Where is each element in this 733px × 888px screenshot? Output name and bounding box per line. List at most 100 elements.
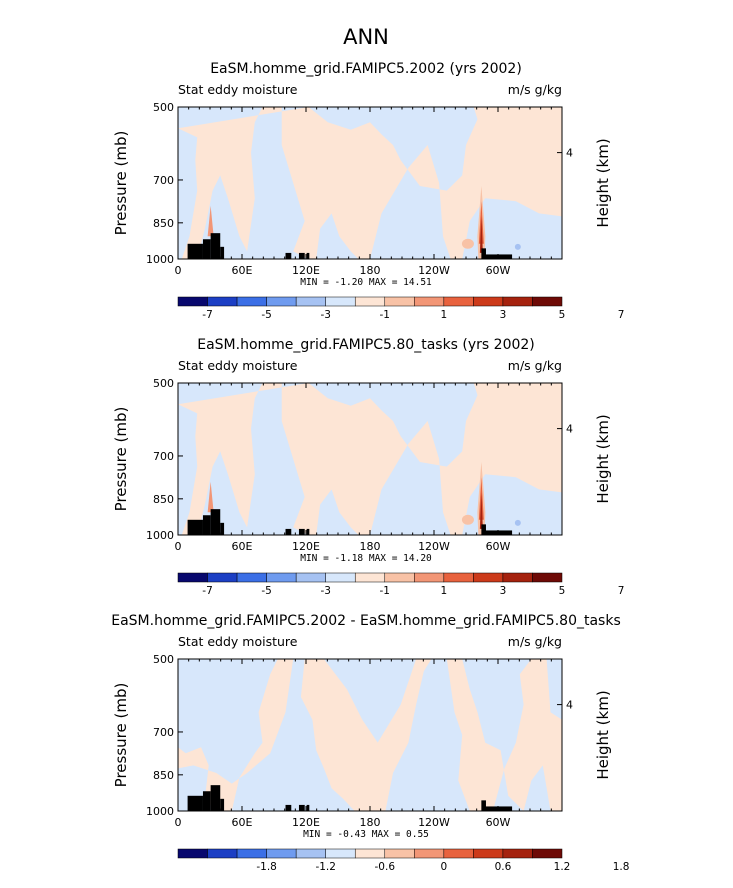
colorbar-swatch (443, 572, 474, 583)
y-tick-label: 1000 (146, 529, 174, 542)
colorbar-label: -7 (202, 585, 212, 597)
positive-region (178, 659, 562, 811)
x-tick-label: 180 (360, 816, 381, 829)
x-axis: 0 60E 120E 180 120W 60W (175, 107, 552, 277)
chart-panel-3: EaSM.homme_grid.FAMIPC5.2002 - EaSM.homm… (111, 613, 629, 873)
colorbar-swatch (325, 848, 356, 859)
colorbar-swatch (325, 572, 356, 583)
field-label: Stat eddy moisture (178, 358, 298, 373)
y2-axis: 4 Height (km) (557, 690, 612, 780)
topography-mask (485, 254, 513, 259)
topography-mask (485, 806, 513, 811)
colorbar-swatch (295, 848, 326, 859)
x-tick-label: 120E (292, 816, 320, 829)
topography-mask (187, 795, 203, 811)
min-max-stats: MIN = -1.20 MAX = 14.51 (300, 277, 432, 288)
colorbar-swatch (473, 572, 504, 583)
colorbar-label: -3 (320, 585, 330, 597)
colorbar-label: 3 (500, 309, 507, 321)
topography-mask (285, 804, 292, 811)
y-axis-label: Pressure (mb) (112, 683, 130, 788)
colorbar-label: 0.6 (495, 861, 512, 873)
y2-tick-label: 4 (566, 423, 573, 436)
colorbar-swatch (532, 848, 563, 859)
y2-tick-label: 4 (566, 699, 573, 712)
topography-mask (298, 528, 305, 535)
x-tick-label: 60W (486, 540, 511, 553)
colorbar-swatch (354, 572, 386, 583)
topography-mask (285, 252, 292, 259)
colorbar-label: 7 (618, 309, 625, 321)
x-tick-label: 120E (292, 264, 320, 277)
min-max-stats: MIN = -1.18 MAX = 14.20 (300, 553, 432, 564)
y-tick-label: 500 (153, 101, 174, 114)
colorbar-swatch (414, 572, 445, 583)
topography-mask (306, 528, 310, 535)
colorbar-label: 1.2 (554, 861, 571, 873)
y-axis: 500 700 850 1000 Pressure (mb) (112, 101, 183, 266)
x-tick-label: 180 (360, 264, 381, 277)
x-tick-label: 60E (232, 816, 253, 829)
y-tick-label: 1000 (146, 253, 174, 266)
colorbar-label: -3 (320, 309, 330, 321)
colorbar: -1.8 -1.2 -0.6 0 0.6 1.2 1.8 (177, 848, 629, 873)
colorbar-swatch (266, 572, 297, 583)
colorbar-swatch (266, 296, 297, 307)
topography-mask (220, 798, 225, 811)
jet-contour-core (479, 216, 483, 253)
x-tick-label: 60E (232, 264, 253, 277)
topography-mask (485, 530, 513, 535)
colorbar-swatch (236, 848, 267, 859)
colorbar: -7 -5 -3 -1 1 3 5 7 (177, 296, 625, 321)
x-tick-label: 0 (175, 816, 182, 829)
colorbar-swatch (177, 572, 208, 583)
plateau-contour (207, 481, 214, 513)
colorbar: -7 -5 -3 -1 1 3 5 7 (177, 572, 624, 597)
y-axis: 500 700 850 1000 Pressure (mb) (112, 653, 183, 818)
y-tick-label: 850 (153, 493, 174, 506)
colorbar-swatch (207, 572, 238, 583)
contour-field (178, 107, 562, 259)
plateau-contour (207, 205, 214, 237)
colorbar-swatch (177, 848, 208, 859)
contour-field (178, 659, 562, 811)
y-tick-label: 1000 (146, 805, 174, 818)
colorbar-label: -1 (380, 585, 390, 597)
topography-mask (202, 239, 211, 259)
colorbar-swatch (384, 572, 415, 583)
topography-mask (210, 785, 221, 811)
y2-axis-label: Height (km) (594, 138, 612, 227)
colorbar-swatch (295, 572, 326, 583)
positive-region (178, 383, 562, 535)
units-label: m/s g/kg (508, 82, 562, 97)
y2-axis: 4 Height (km) (557, 138, 612, 228)
colorbar-label: -1.2 (315, 861, 336, 873)
x-axis: 0 60E 120E 180 120W 60W (175, 383, 552, 553)
x-tick-label: 60E (232, 540, 253, 553)
topography-mask (202, 515, 211, 535)
local-maximum-contour (461, 514, 474, 525)
colorbar-label: 5 (559, 309, 566, 321)
panel-title: EaSM.homme_grid.FAMIPC5.80_tasks (yrs 20… (197, 337, 535, 353)
colorbar-swatch (502, 848, 533, 859)
x-tick-label: 60W (486, 264, 511, 277)
y-tick-label: 500 (153, 377, 174, 390)
topography-mask (481, 524, 486, 535)
colorbar-label: -1.8 (256, 861, 277, 873)
panel-title: EaSM.homme_grid.FAMIPC5.2002 - EaSM.homm… (111, 613, 621, 629)
topography-mask (187, 519, 203, 535)
y-axis: 500 700 850 1000 Pressure (mb) (112, 377, 183, 542)
y-tick-label: 700 (153, 726, 174, 739)
x-tick-label: 0 (175, 540, 182, 553)
colorbar-swatch (414, 296, 445, 307)
colorbar-swatch (325, 296, 356, 307)
colorbar-swatch (532, 572, 563, 583)
colorbar-swatch (473, 296, 504, 307)
colorbar-label: -5 (261, 585, 271, 597)
topography-mask (202, 791, 211, 811)
panels: EaSM.homme_grid.FAMIPC5.2002 (yrs 2002) S… (111, 61, 629, 873)
x-tick-label: 0 (175, 264, 182, 277)
x-tick-label: 120W (418, 264, 450, 277)
figure-title: ANN (343, 25, 389, 49)
colorbar-label: -0.6 (375, 861, 396, 873)
